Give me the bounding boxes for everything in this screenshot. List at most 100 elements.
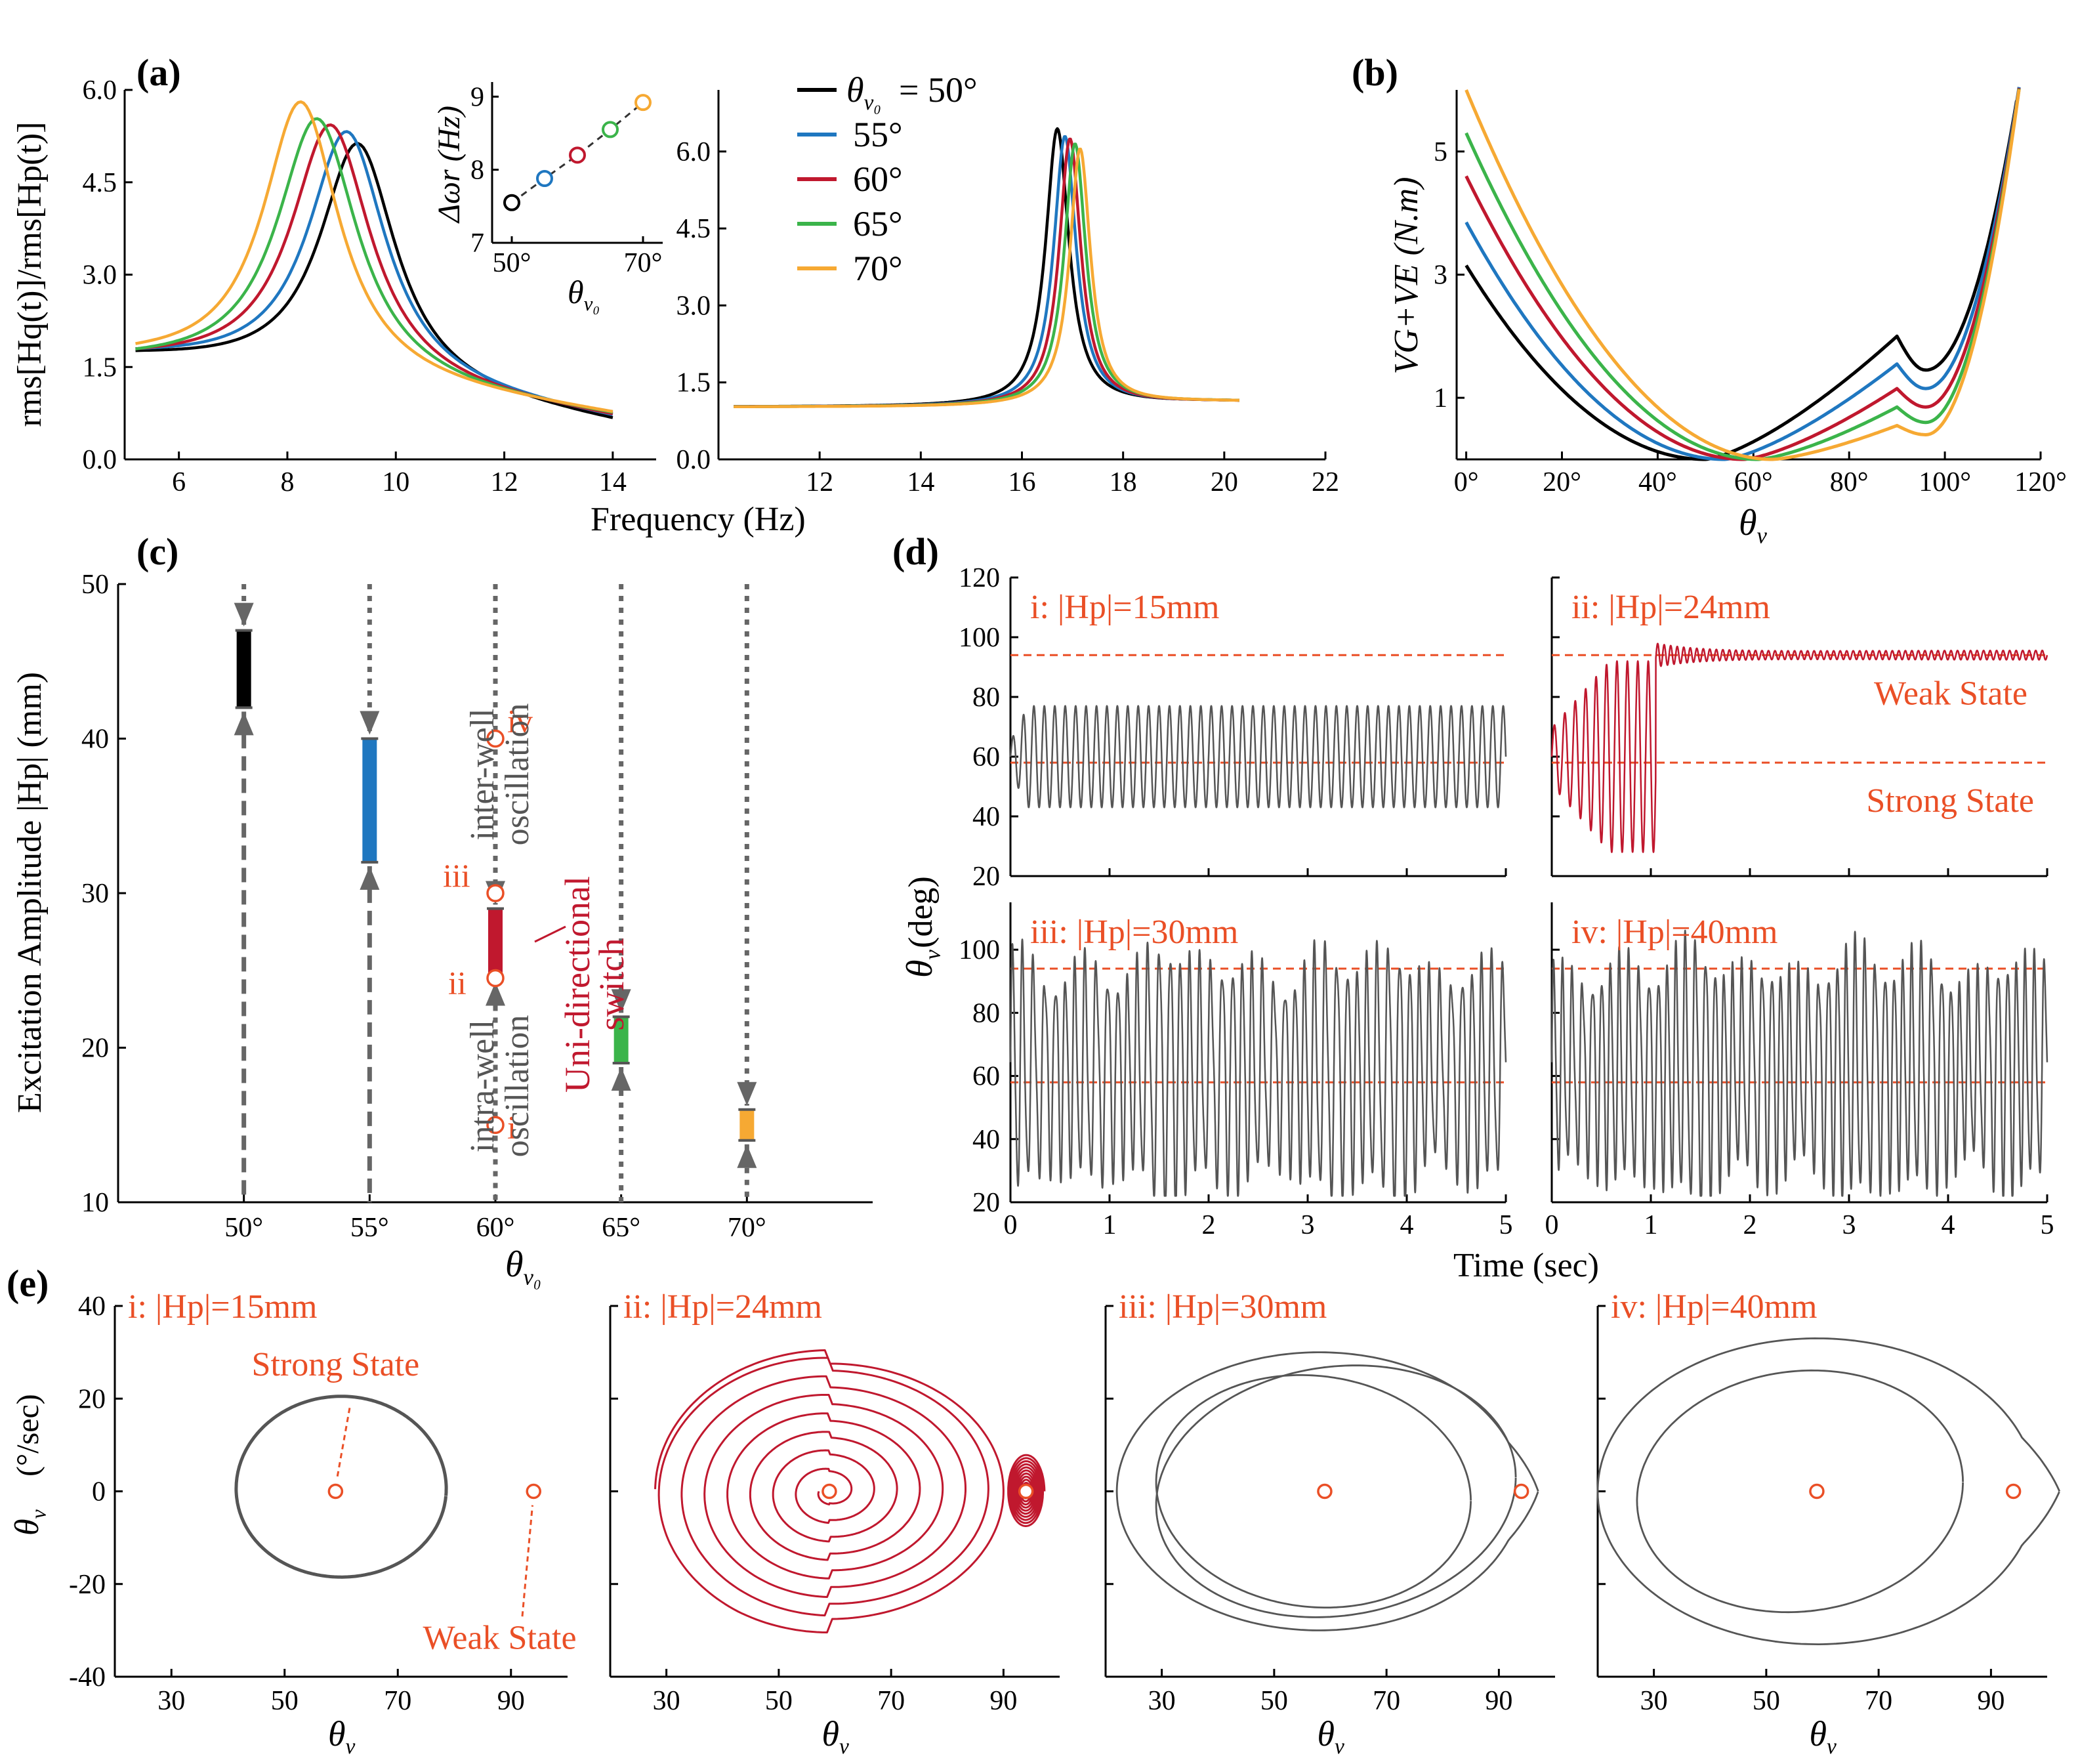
c-bar-50: [236, 630, 251, 708]
panel-e-label: (e): [7, 1262, 49, 1305]
e3-xtick-label: 30: [1640, 1686, 1668, 1716]
c-ytick-label: 20: [81, 1034, 109, 1064]
e2-orbit-0: [1115, 1351, 1539, 1631]
c-ytick-label: 10: [81, 1188, 109, 1218]
inset-ylabel: Δωr (Hz): [432, 106, 467, 224]
c-ytick-label: 30: [81, 879, 109, 909]
e0-ytick-label: 20: [78, 1384, 106, 1414]
c-arrow-down-70: [737, 1082, 757, 1106]
d3-title: iv: |Hp|=40mm: [1571, 914, 1778, 951]
b-xtick-label: 120°: [2014, 467, 2067, 497]
c-marker-label-iii: iii: [443, 857, 470, 894]
e0-ytick-label: -20: [69, 1570, 106, 1600]
d2-trace: [1009, 938, 1507, 1197]
e3-xtick-label: 50: [1753, 1686, 1780, 1716]
c-intra-osc-label: oscillation: [499, 1015, 536, 1158]
c-marker-iii: [486, 884, 505, 902]
c-xtick-label: 50°: [224, 1213, 263, 1243]
c-marker-ii: [486, 969, 505, 988]
e2-equilibrium-59: [1317, 1483, 1333, 1500]
panel-b-label: (b): [1352, 51, 1398, 94]
e0-limit-cycle: [234, 1395, 448, 1579]
c-xlabel: θv₀: [505, 1244, 541, 1290]
b-ytick-label: 5: [1434, 137, 1447, 167]
a-right-xtick-label: 16: [1008, 467, 1036, 497]
d2-ytick-label: 100: [959, 935, 1000, 965]
e0-ytick-label: 0: [92, 1477, 106, 1507]
c-marker-i: [486, 1116, 505, 1134]
time-axis-label: Time (sec): [1453, 1247, 1599, 1284]
a-left-ytick-label: 3.0: [83, 261, 117, 291]
c-switch-label: switch: [592, 938, 631, 1031]
d2-title: iii: |Hp|=30mm: [1030, 914, 1238, 951]
d2-xtick-label: 5: [1499, 1210, 1513, 1240]
e2-equilibrium-94: [1513, 1483, 1529, 1500]
b-xtick-label: 100°: [1919, 467, 1971, 497]
d3-xtick-label: 2: [1743, 1210, 1757, 1240]
c-ytick-label: 50: [81, 570, 109, 600]
legend-entry-2: 60°: [853, 159, 903, 199]
a-left-series-65°: [135, 117, 613, 414]
a-right-xtick-label: 20: [1211, 467, 1238, 497]
c-uni-label: Uni-directional: [558, 876, 597, 1093]
d-strong-state-label: Strong State: [1866, 782, 2034, 820]
d0-ytick-label: 120: [959, 563, 1000, 593]
d2-xtick-label: 4: [1400, 1210, 1414, 1240]
c-bar-70: [739, 1109, 755, 1141]
e-weak-state-label: Weak State: [423, 1620, 576, 1657]
e-ylabel: θv: [9, 1509, 50, 1536]
inset-trend-line: [511, 102, 644, 204]
e1-spiral: [654, 1349, 1005, 1633]
b-xtick-label: 40°: [1638, 467, 1677, 497]
e0-xtick-label: 70: [384, 1686, 411, 1716]
e1-xtick-label: 50: [765, 1686, 793, 1716]
c-arrow-up-65: [611, 1067, 631, 1091]
a-right-xtick-label: 22: [1312, 467, 1339, 497]
a-right-xtick-label: 14: [907, 467, 934, 497]
b-xtick-label: 60°: [1734, 467, 1773, 497]
a-right-ytick-label: 6.0: [676, 137, 711, 167]
c-xtick-label: 60°: [476, 1213, 515, 1243]
c-marker-label-iv: iv: [507, 703, 533, 740]
e0-xlabel: θv: [328, 1714, 356, 1759]
c-xtick-label: 65°: [602, 1213, 640, 1243]
c-ytick-label: 40: [81, 724, 109, 755]
e3-equilibrium-94: [2005, 1483, 2022, 1500]
panel-a-label: (a): [136, 51, 181, 94]
legend-entry-4: 70°: [853, 249, 903, 288]
c-xtick-label: 55°: [350, 1213, 389, 1243]
e1-title: ii: |Hp|=24mm: [623, 1288, 822, 1326]
a-left-ytick-label: 6.0: [83, 75, 117, 106]
d2-xtick-label: 3: [1301, 1210, 1315, 1240]
a-left-xtick-label: 14: [599, 467, 627, 497]
e0-ytick-label: 40: [78, 1292, 106, 1322]
c-arrow-up-55: [360, 866, 380, 890]
legend-symbol: θv₀: [846, 70, 881, 115]
c-intra-well-label: intra-well: [464, 1020, 501, 1152]
panel-c-chart: 10 20 30 40 50 50° 55° 60° 65° 70° Excitation Ampl…: [11, 570, 873, 1290]
d3-trace: [1550, 929, 2048, 1197]
d1-title: ii: |Hp|=24mm: [1571, 589, 1770, 626]
e3-orbit-0: [1596, 1337, 2061, 1645]
b-ytick-label: 1: [1434, 383, 1447, 413]
e0-title: i: |Hp|=15mm: [128, 1288, 318, 1326]
d2-ytick-label: 20: [972, 1188, 1000, 1218]
e1-xtick-label: 90: [989, 1686, 1017, 1716]
a-left-ytick-label: 1.5: [83, 352, 117, 383]
d0-ytick-label: 60: [972, 742, 1000, 772]
a-right-ytick-label: 4.5: [676, 214, 711, 244]
legend-entry-3: 65°: [853, 204, 903, 243]
panel-c-label: (c): [136, 530, 178, 573]
panel-b-chart: 0° 20° 40° 60° 80° 100° 120° 1 3 5 VG+VE (N.m) θv: [1388, 87, 2067, 548]
b-series-60°: [1465, 87, 2021, 461]
d-ylabel: θv: [900, 949, 945, 978]
inset-xlabel: θv₀: [568, 274, 600, 315]
c-arrow-up-50: [234, 711, 254, 736]
c-arrow-down-55: [360, 711, 380, 735]
c-bar-55: [362, 738, 377, 862]
inset-ytick-label: 7: [470, 228, 484, 259]
d3-xtick-label: 0: [1545, 1210, 1559, 1240]
a-left-series-70°: [135, 100, 613, 413]
e2-xtick-label: 90: [1485, 1686, 1512, 1716]
